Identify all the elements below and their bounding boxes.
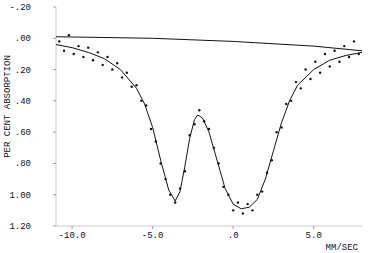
data-point [256, 194, 258, 196]
data-point [237, 201, 239, 203]
data-point [87, 46, 89, 48]
y-axis-line [56, 7, 57, 226]
x-tick [152, 226, 153, 229]
x-tick-label: .0 [228, 231, 239, 241]
data-point [58, 40, 60, 42]
y-tick-label: .80 [15, 159, 31, 169]
data-point [92, 59, 94, 61]
data-point [82, 56, 84, 58]
line-series [56, 37, 362, 51]
data-point [300, 87, 302, 89]
data-point [285, 103, 287, 105]
data-point [319, 72, 321, 74]
y-tick [53, 226, 56, 227]
data-point [130, 86, 132, 88]
y-tick-label: .40 [15, 97, 31, 107]
data-point [97, 51, 99, 53]
chart: -10.0 -5.0 .0 5.0 -.20 .00 .20 .40 .60 .80 1.00 1.2… [0, 0, 373, 253]
data-point [353, 40, 355, 42]
y-tick [53, 7, 56, 8]
x-tick-label: 5.0 [306, 231, 322, 241]
data-point [242, 212, 244, 214]
x-tick [313, 226, 314, 229]
y-tick [53, 163, 56, 164]
x-tick [72, 226, 73, 229]
data-point [111, 68, 113, 70]
data-point [77, 45, 79, 47]
y-tick-label: .60 [15, 128, 31, 138]
data-point [329, 65, 331, 67]
data-point [304, 68, 306, 70]
data-point [73, 53, 75, 55]
y-tick [53, 38, 56, 39]
data-point [121, 76, 123, 78]
y-tick-label: .20 [15, 66, 31, 76]
y-axis-title: PER CENT ABSORPTION [3, 55, 13, 158]
y-tick [53, 132, 56, 133]
y-tick-label: .00 [15, 34, 31, 44]
data-point [198, 109, 200, 111]
x-tick [233, 226, 234, 229]
data-point [338, 61, 340, 63]
data-point [102, 64, 104, 66]
y-tick-label: -.20 [9, 3, 31, 13]
y-tick-label: 1.00 [9, 191, 31, 201]
data-point [251, 209, 253, 211]
x-axis-line [56, 226, 362, 227]
x-axis-title: MM/SEC [326, 243, 359, 253]
data-point [246, 203, 248, 205]
data-point [68, 34, 70, 36]
data-point [275, 131, 277, 133]
data-point [314, 61, 316, 63]
data-point [261, 190, 263, 192]
plot-area [56, 34, 362, 215]
data-point [106, 56, 108, 58]
data-point [309, 78, 311, 80]
y-tick [53, 194, 56, 195]
x-tick-label: -10.0 [59, 231, 86, 241]
data-point [63, 50, 65, 52]
data-point [333, 50, 335, 52]
x-tick-label: -5.0 [142, 231, 164, 241]
data-point [174, 201, 176, 203]
data-point [343, 45, 345, 47]
data-point [150, 128, 152, 130]
data-point [232, 209, 234, 211]
line-series [56, 45, 362, 209]
y-tick-label: 1.20 [9, 222, 31, 232]
data-point [324, 53, 326, 55]
data-point [135, 84, 137, 86]
data-point [116, 62, 118, 64]
data-point [295, 81, 297, 83]
data-point [126, 72, 128, 74]
y-tick [53, 69, 56, 70]
y-tick [53, 100, 56, 101]
data-point [348, 56, 350, 58]
